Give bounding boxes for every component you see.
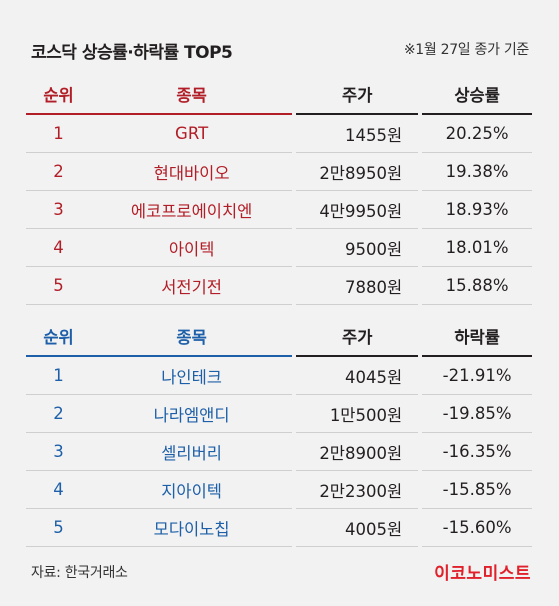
- losers-table: 순위 종목 주가 하락률 1 나인테크 4045원 -21.91% 2 나라엠앤…: [26, 321, 532, 547]
- gainers-table: 순위 종목 주가 상승률 1 GRT 1455원 20.25% 2 현대바이오 …: [26, 79, 532, 305]
- table-row: 2 현대바이오 2만8950원 19.38%: [26, 153, 532, 191]
- table-row: 4 지아이텍 2만2300원 -15.85%: [26, 471, 532, 509]
- price-cell: 2만2300원: [296, 471, 419, 509]
- price-cell: 7880원: [296, 267, 419, 305]
- price-cell: 1만500원: [296, 395, 419, 433]
- losers-header-rate: 하락률: [422, 321, 532, 357]
- table-row: 3 에코프로에이치엔 4만9950원 18.93%: [26, 191, 532, 229]
- rank-cell: 3: [26, 433, 92, 471]
- price-cell: 4005원: [296, 509, 419, 547]
- stock-name-cell: 나라엠앤디: [91, 395, 293, 433]
- stock-name-cell: 나인테크: [91, 357, 293, 395]
- page-title: 코스닥 상승률·하락률 TOP5: [31, 43, 233, 63]
- rank-cell: 1: [26, 357, 92, 395]
- rank-cell: 3: [26, 191, 92, 229]
- table-row: 1 나인테크 4045원 -21.91%: [26, 357, 532, 395]
- stock-name-cell: 모다이노칩: [91, 509, 293, 547]
- rate-cell: 19.38%: [422, 153, 532, 191]
- losers-header-rank: 순위: [26, 321, 92, 357]
- stock-name-cell: 아이텍: [91, 229, 293, 267]
- table-row: 2 나라엠앤디 1만500원 -19.85%: [26, 395, 532, 433]
- rank-cell: 5: [26, 267, 92, 305]
- table-row: 5 모다이노칩 4005원 -15.60%: [26, 509, 532, 547]
- rate-cell: 18.93%: [422, 191, 532, 229]
- rate-cell: 20.25%: [422, 115, 532, 153]
- price-cell: 4045원: [296, 357, 419, 395]
- price-cell: 9500원: [296, 229, 419, 267]
- date-note: ※1월 27일 종가 기준: [403, 42, 529, 58]
- losers-header-name: 종목: [91, 321, 293, 357]
- gainers-header-price: 주가: [296, 79, 419, 115]
- table-row: 1 GRT 1455원 20.25%: [26, 115, 532, 153]
- stock-name-cell: 셀리버리: [91, 433, 293, 471]
- rank-cell: 4: [26, 471, 92, 509]
- price-cell: 2만8900원: [296, 433, 419, 471]
- stock-name-cell: 에코프로에이치엔: [91, 191, 293, 229]
- gainers-header-name: 종목: [91, 79, 293, 115]
- rank-cell: 4: [26, 229, 92, 267]
- price-cell: 2만8950원: [296, 153, 419, 191]
- rank-cell: 1: [26, 115, 92, 153]
- rate-cell: -19.85%: [422, 395, 532, 433]
- price-cell: 1455원: [296, 115, 419, 153]
- rate-cell: -16.35%: [422, 433, 532, 471]
- price-cell: 4만9950원: [296, 191, 419, 229]
- stock-name-cell: 서전기전: [91, 267, 293, 305]
- rate-cell: -15.60%: [422, 509, 532, 547]
- rank-cell: 2: [26, 153, 92, 191]
- table-row: 5 서전기전 7880원 15.88%: [26, 267, 532, 305]
- rank-cell: 5: [26, 509, 92, 547]
- table-row: 3 셀리버리 2만8900원 -16.35%: [26, 433, 532, 471]
- gainers-header-rate: 상승률: [422, 79, 532, 115]
- rate-cell: -15.85%: [422, 471, 532, 509]
- losers-header-price: 주가: [296, 321, 419, 357]
- stock-name-cell: GRT: [91, 115, 293, 153]
- rank-cell: 2: [26, 395, 92, 433]
- publisher-logo: 이코노미스트: [434, 564, 531, 584]
- source-note: 자료: 한국거래소: [31, 565, 128, 581]
- rate-cell: 18.01%: [422, 229, 532, 267]
- gainers-header-rank: 순위: [26, 79, 92, 115]
- stock-name-cell: 지아이텍: [91, 471, 293, 509]
- header: 코스닥 상승률·하락률 TOP5 ※1월 27일 종가 기준: [0, 0, 559, 80]
- rate-cell: -21.91%: [422, 357, 532, 395]
- table-row: 4 아이텍 9500원 18.01%: [26, 229, 532, 267]
- rate-cell: 15.88%: [422, 267, 532, 305]
- stock-name-cell: 현대바이오: [91, 153, 293, 191]
